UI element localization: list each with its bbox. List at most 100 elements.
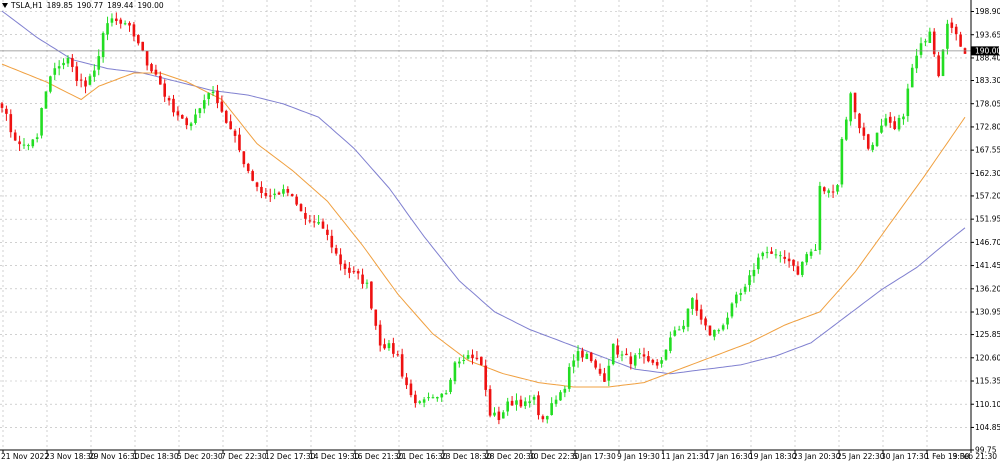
candle-bear — [145, 50, 149, 71]
candle-body — [224, 110, 228, 123]
candle-body — [145, 50, 149, 66]
candle-bull — [449, 377, 452, 395]
candle-body — [638, 353, 641, 355]
candle-bear — [326, 224, 329, 241]
candle-body — [312, 221, 316, 223]
candle-bull — [194, 108, 197, 125]
candle-bull — [818, 181, 822, 255]
candle-body — [563, 388, 567, 393]
candle-body — [84, 80, 87, 87]
candle-body — [814, 249, 817, 251]
candle-body — [396, 354, 400, 356]
collapse-triangle-icon[interactable] — [2, 3, 8, 8]
candle-body — [5, 108, 8, 114]
candle-body — [915, 55, 918, 69]
candle-bull — [106, 16, 109, 41]
candle-body — [9, 114, 13, 133]
candle-bear — [246, 162, 250, 174]
candle-bull — [805, 251, 808, 266]
price-tick-label: 136.20 — [975, 284, 1000, 293]
price-tick-label: 120.60 — [975, 353, 1000, 362]
axis-frame — [0, 0, 972, 451]
current-price-tag — [971, 46, 999, 56]
candle-bear — [629, 352, 633, 370]
candle-bull — [198, 107, 202, 118]
candle-body — [528, 401, 531, 404]
candle-bull — [418, 400, 422, 405]
candle-bear — [0, 102, 4, 113]
candle-bear — [831, 184, 835, 199]
candle-body — [545, 415, 549, 420]
candle-body — [141, 41, 145, 51]
candle-body — [537, 395, 540, 416]
price-tick-label: 198.90 — [975, 7, 1000, 16]
candle-body — [418, 401, 422, 403]
candle-body — [449, 379, 452, 392]
candle-bear — [348, 262, 351, 279]
candle-body — [862, 127, 866, 136]
candle-bull — [677, 325, 681, 331]
candle-bull — [752, 263, 756, 283]
symbol-header: TSLA,H1 189.85 190.77 189.44 190.00 — [2, 0, 168, 11]
time-tick-label: 21 Dec 16:30 — [397, 452, 448, 461]
candle-body — [93, 70, 96, 77]
candle-bear — [71, 54, 74, 73]
candle-bull — [387, 339, 391, 351]
candle-bull — [682, 320, 685, 333]
candle-body — [216, 90, 219, 104]
candle-body — [774, 254, 778, 256]
candle-bear — [84, 77, 87, 94]
candle-bear — [471, 349, 474, 365]
candle-bear — [150, 62, 153, 73]
candle-bear — [510, 396, 514, 406]
candle-bull — [915, 48, 918, 74]
candles — [0, 12, 967, 425]
candle-bull — [871, 142, 874, 153]
candle-body — [897, 117, 901, 130]
candle-body — [853, 92, 857, 113]
candle-bull — [801, 261, 804, 278]
candle-body — [629, 356, 633, 365]
candle-body — [594, 360, 597, 368]
candle-bear — [488, 385, 492, 418]
candle-bear — [866, 133, 870, 151]
candle-bull — [779, 251, 782, 263]
candle-bear — [132, 21, 136, 42]
candle-bull — [501, 410, 505, 419]
candle-bear — [356, 268, 360, 280]
candle-bull — [545, 415, 549, 424]
candle-body — [436, 396, 439, 399]
candle-bull — [875, 132, 879, 148]
candle-body — [787, 258, 791, 262]
candle-body — [207, 93, 210, 100]
candle-bull — [576, 345, 580, 368]
candle-bear — [594, 358, 597, 370]
candle-bull — [897, 114, 901, 132]
candle-bear — [370, 281, 373, 311]
candle-bear — [75, 61, 79, 87]
candle-bear — [295, 194, 298, 206]
candle-body — [871, 144, 874, 150]
time-tick-label: 23 Nov 18:30 — [45, 452, 96, 461]
candle-bull — [515, 393, 518, 411]
candle-body — [110, 18, 114, 23]
candle-body — [18, 141, 21, 145]
time-tick-label: 29 Nov 16:30 — [89, 452, 140, 461]
candle-bull — [906, 83, 910, 122]
candle-bull — [717, 328, 721, 334]
candle-bear — [233, 128, 237, 143]
candle-body — [501, 412, 505, 419]
candle-bear — [954, 23, 958, 41]
candle-body — [928, 31, 932, 43]
candle-bull — [902, 113, 905, 125]
candle-bull — [49, 75, 52, 94]
candle-bull — [31, 138, 35, 149]
candle-body — [35, 137, 39, 139]
candle-body — [185, 118, 188, 126]
ma-fast-line — [1, 63, 966, 388]
candle-body — [392, 343, 395, 354]
candle-body — [735, 294, 738, 304]
candle-body — [831, 191, 835, 193]
